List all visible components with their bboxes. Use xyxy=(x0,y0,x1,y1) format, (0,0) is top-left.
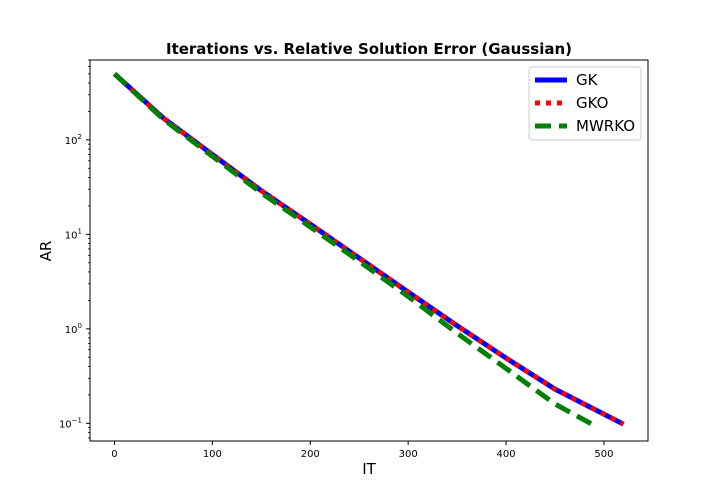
y-tick-exponent: −1 xyxy=(72,416,82,424)
x-tick-label: 100 xyxy=(203,449,222,460)
y-axis-label: AR xyxy=(37,241,55,262)
y-tick-label: 100 xyxy=(65,322,82,336)
y-tick-exponent: 2 xyxy=(78,133,82,141)
x-axis: 0 100 200 300 400 500 xyxy=(111,441,613,460)
y-tick-base: 10 xyxy=(65,230,78,241)
x-tick-label: 0 xyxy=(111,449,117,460)
legend-frame xyxy=(528,66,642,141)
y-tick-label: 10−1 xyxy=(59,416,82,430)
legend-label-mwrko: MWRKO xyxy=(576,117,635,135)
x-tick-label: 300 xyxy=(399,449,418,460)
y-tick-base: 10 xyxy=(59,419,72,430)
legend-label-gk: GK xyxy=(576,71,599,89)
y-tick-label: 102 xyxy=(65,133,82,147)
series-layer xyxy=(112,71,625,428)
y-tick-exponent: 1 xyxy=(78,227,82,235)
x-tick-label: 500 xyxy=(594,449,613,460)
x-axis-label: IT xyxy=(362,460,376,478)
y-tick-exponent: 0 xyxy=(78,322,82,330)
x-tick-label: 200 xyxy=(301,449,320,460)
y-tick-base: 10 xyxy=(65,136,78,147)
chart-title: Iterations vs. Relative Solution Error (… xyxy=(166,40,572,58)
series-line-mwrko xyxy=(112,71,596,428)
x-tick-label: 400 xyxy=(497,449,516,460)
y-tick-base: 10 xyxy=(65,325,78,336)
plot-frame xyxy=(89,59,649,442)
y-tick-label: 101 xyxy=(65,227,82,241)
legend-label-gko: GKO xyxy=(576,94,608,112)
legend: GK GKO MWRKO xyxy=(528,66,642,141)
